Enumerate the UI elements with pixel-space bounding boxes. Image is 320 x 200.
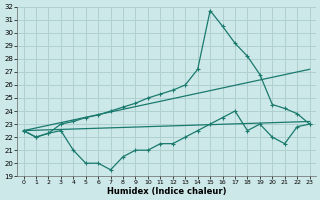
X-axis label: Humidex (Indice chaleur): Humidex (Indice chaleur)	[107, 187, 226, 196]
